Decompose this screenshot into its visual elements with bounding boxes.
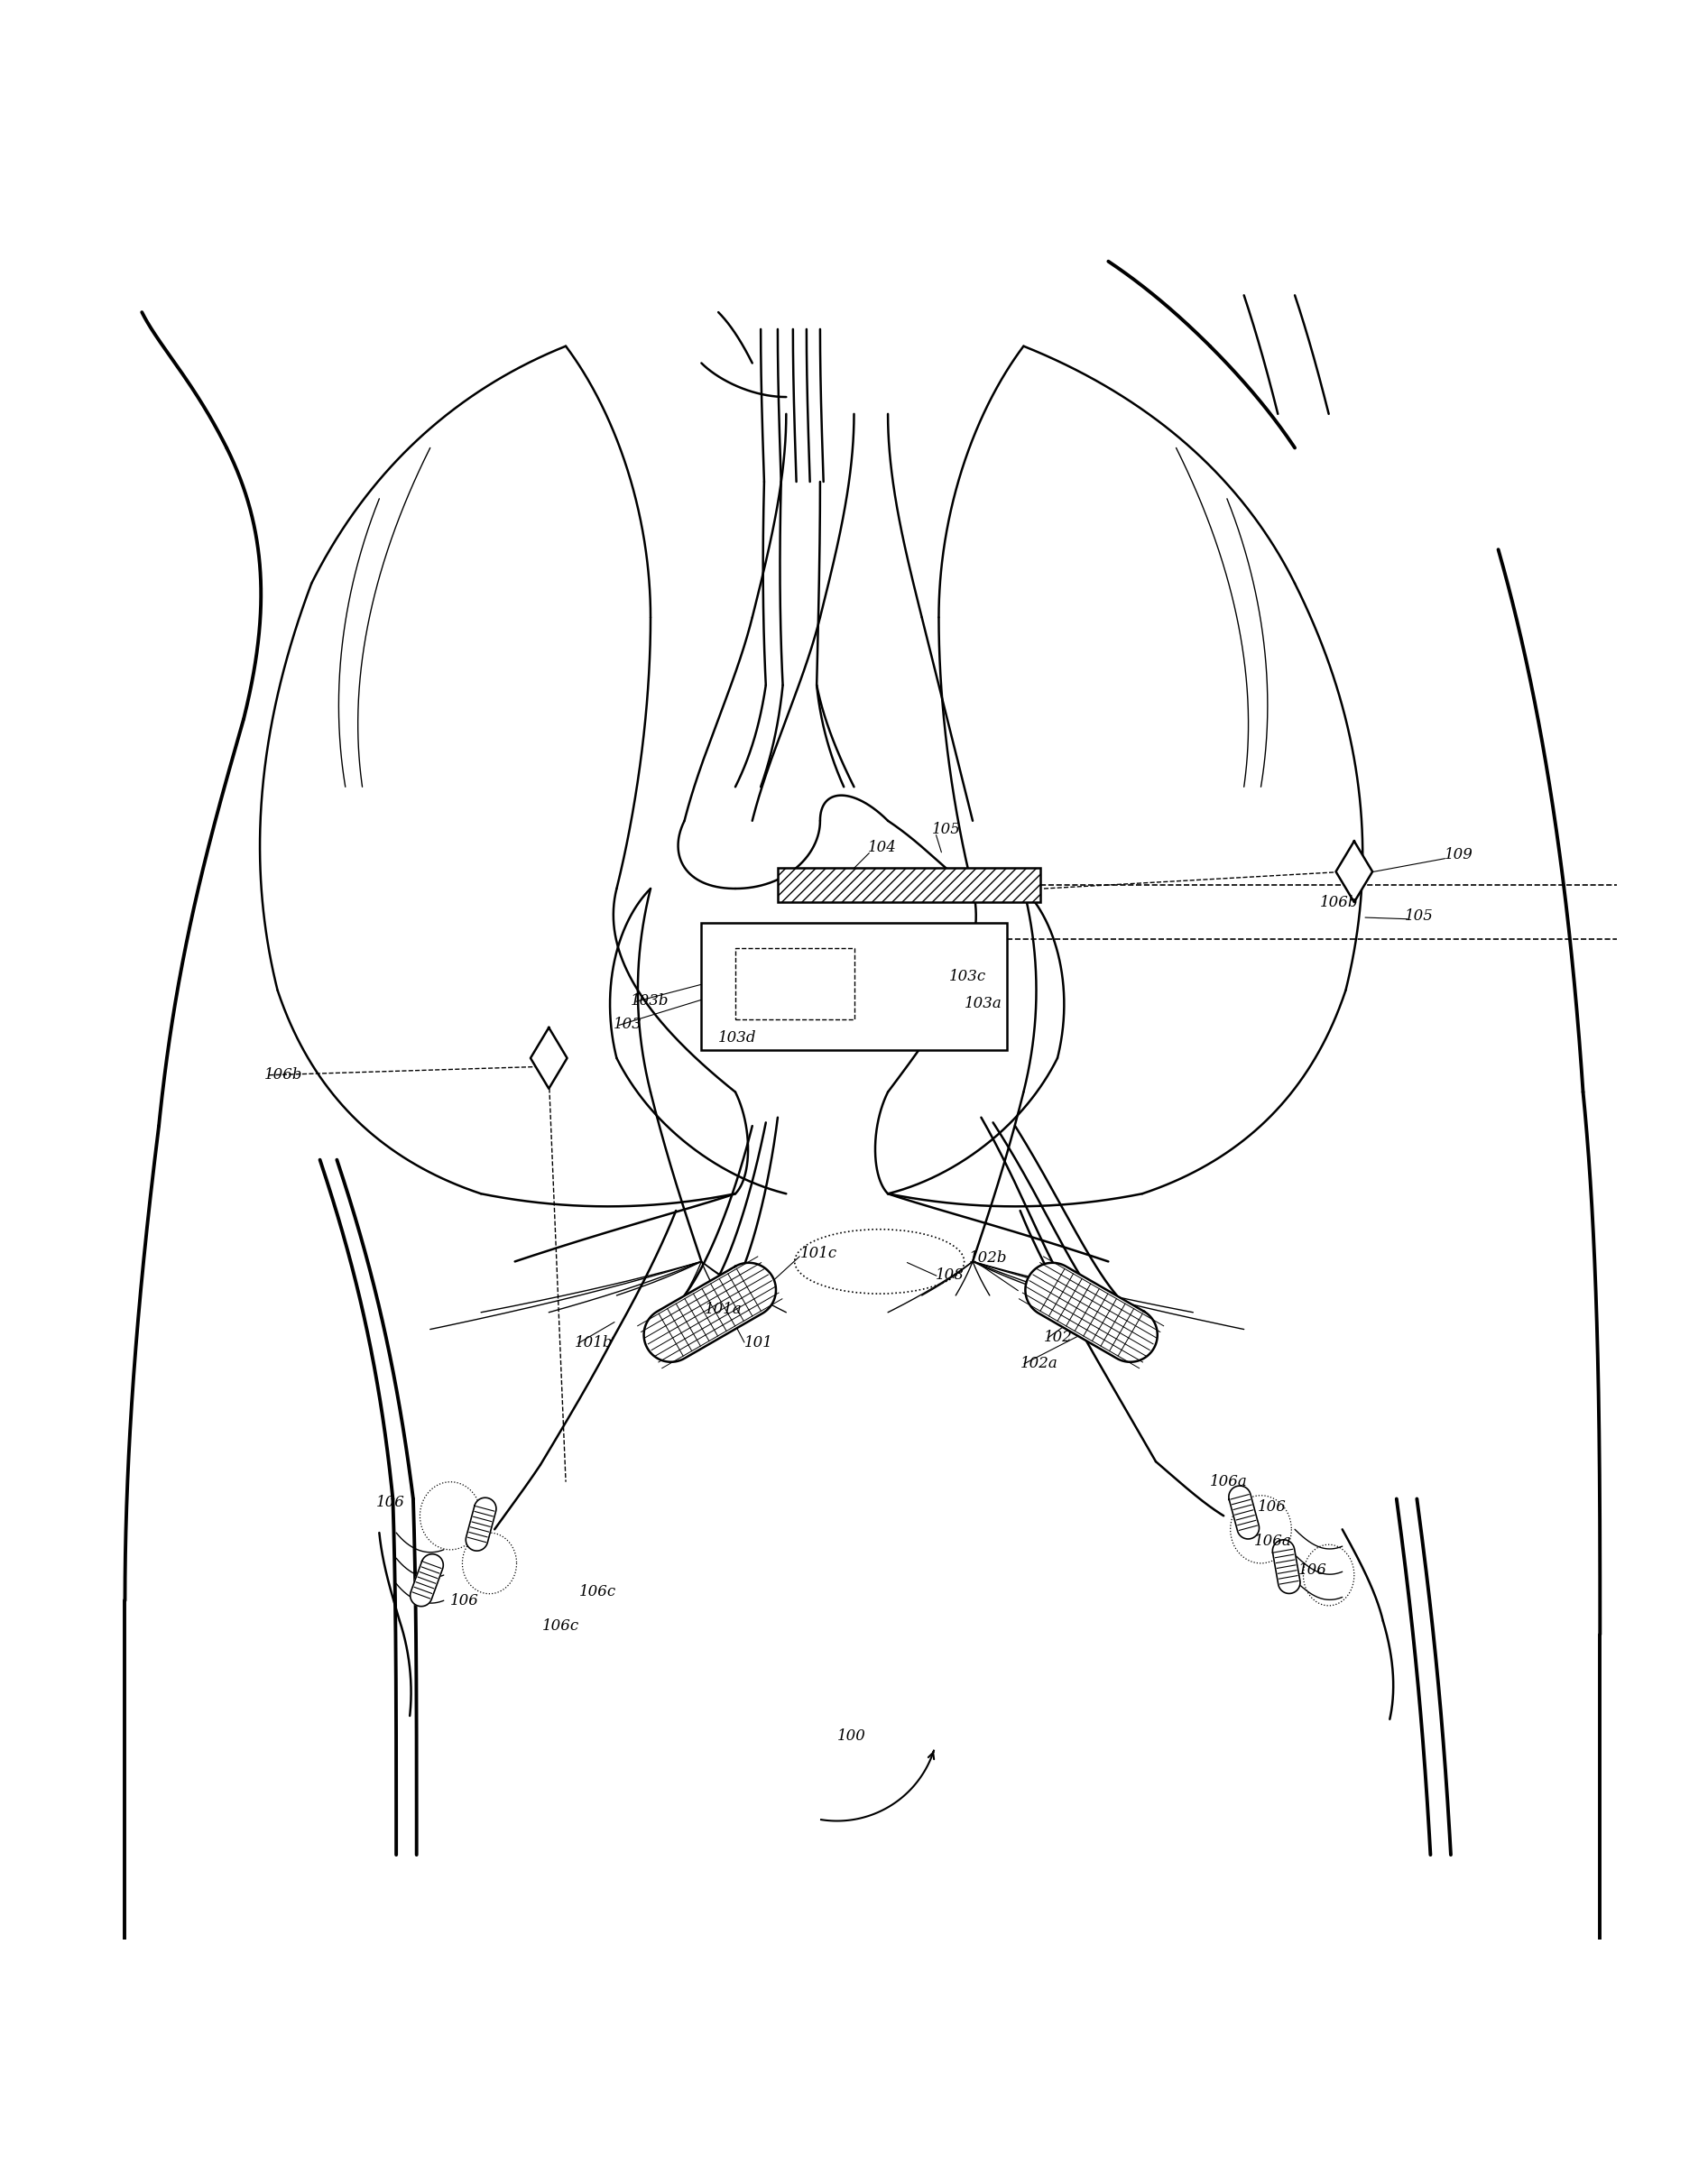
Text: 106c: 106c (541, 1618, 579, 1634)
Polygon shape (410, 1555, 444, 1607)
Text: 106b: 106b (1320, 895, 1358, 911)
Polygon shape (644, 1262, 775, 1363)
Text: 108: 108 (936, 1267, 963, 1282)
Text: 109: 109 (1443, 847, 1472, 863)
Polygon shape (1272, 1540, 1300, 1594)
Text: 103d: 103d (719, 1031, 757, 1046)
Text: 106b: 106b (265, 1068, 302, 1083)
Polygon shape (1228, 1485, 1259, 1540)
Text: 106a: 106a (1254, 1533, 1291, 1548)
Text: 106: 106 (1298, 1562, 1327, 1577)
Text: 101a: 101a (705, 1302, 743, 1317)
Text: 105: 105 (1406, 909, 1433, 924)
Bar (777, 869, 1040, 902)
Text: 103: 103 (613, 1016, 642, 1031)
Text: 103a: 103a (965, 996, 1003, 1011)
Text: 101: 101 (743, 1334, 772, 1350)
Text: 102: 102 (1044, 1330, 1073, 1345)
Text: 105: 105 (933, 821, 962, 836)
Text: 101c: 101c (799, 1245, 837, 1260)
Polygon shape (531, 1029, 567, 1088)
Text: 102a: 102a (1020, 1356, 1057, 1372)
Text: 106: 106 (376, 1494, 405, 1509)
Polygon shape (466, 1498, 497, 1551)
Bar (736, 948, 854, 1020)
Text: 104: 104 (868, 841, 897, 856)
Polygon shape (1025, 1262, 1158, 1363)
Text: 101b: 101b (574, 1334, 613, 1350)
Text: 100: 100 (837, 1728, 866, 1743)
Polygon shape (1336, 841, 1373, 902)
Text: 102b: 102b (970, 1251, 1008, 1267)
Text: 106: 106 (1257, 1500, 1286, 1516)
Text: 103c: 103c (950, 970, 986, 985)
Text: 106a: 106a (1209, 1474, 1249, 1489)
Text: 106c: 106c (579, 1583, 617, 1599)
Bar (777, 869, 1040, 902)
Text: 106: 106 (451, 1592, 480, 1607)
Text: 103b: 103b (630, 994, 668, 1009)
Bar (702, 922, 1006, 1051)
